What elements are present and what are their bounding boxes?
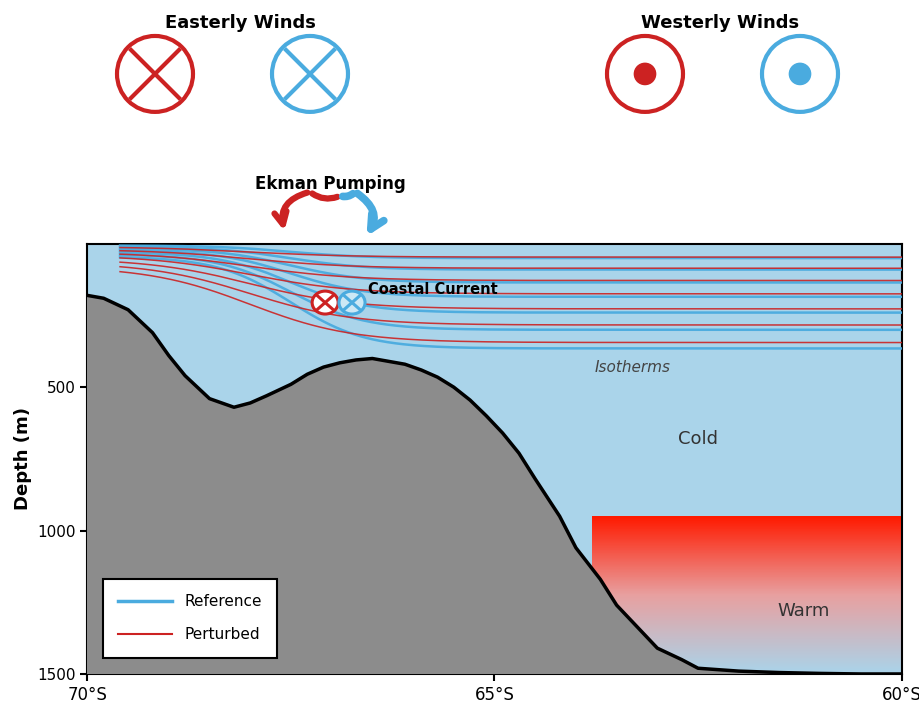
Ellipse shape [312, 291, 338, 314]
Circle shape [272, 36, 347, 112]
FancyArrowPatch shape [343, 194, 353, 196]
Legend: Reference, Perturbed: Reference, Perturbed [103, 579, 277, 657]
Circle shape [117, 36, 193, 112]
Circle shape [761, 36, 837, 112]
Y-axis label: Depth (m): Depth (m) [14, 407, 31, 511]
FancyArrowPatch shape [357, 194, 383, 229]
Text: Ekman Pumping: Ekman Pumping [255, 175, 405, 193]
FancyArrowPatch shape [274, 193, 307, 224]
Text: Cold: Cold [677, 429, 717, 448]
Text: Isotherms: Isotherms [595, 360, 670, 374]
Text: Easterly Winds: Easterly Winds [165, 14, 315, 32]
Circle shape [789, 63, 810, 85]
Text: Coastal Current: Coastal Current [368, 282, 497, 297]
Circle shape [607, 36, 682, 112]
Circle shape [634, 63, 655, 85]
Ellipse shape [338, 291, 365, 314]
FancyArrowPatch shape [312, 194, 337, 199]
Polygon shape [87, 295, 901, 674]
Text: Warm: Warm [777, 602, 829, 620]
Text: Westerly Winds: Westerly Winds [641, 14, 799, 32]
